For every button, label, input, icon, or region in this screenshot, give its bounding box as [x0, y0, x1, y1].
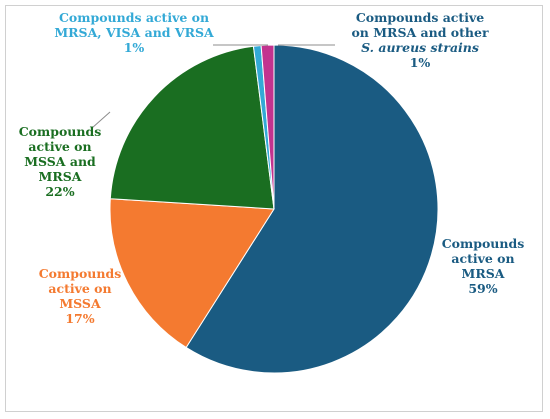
slice-label-line: MRSA, VISA and VRSA [54, 25, 214, 40]
slice-label-line: on MRSA and other [351, 25, 489, 40]
slice-label-line: 17% [65, 311, 95, 326]
slice-label-line: MRSA [38, 169, 82, 184]
slice-label-line: 1% [123, 40, 145, 55]
slice-label-line: 22% [45, 184, 75, 199]
slice-label-italic: S. aureus strains [361, 40, 479, 55]
slice-label-line: Compounds [18, 124, 102, 139]
slice-label-other-s-aureus: Compounds active on MRSA and other S. au… [340, 10, 500, 70]
slice-label-line: Compounds active [355, 10, 485, 25]
slice-label-line: 59% [468, 281, 498, 296]
slice-label-mssa: Compounds active on MSSA 17% [25, 266, 135, 326]
slice-mssa-and-mrsa [109, 45, 275, 210]
slice-mrsa [185, 44, 439, 374]
slice-label-line: active on [48, 281, 112, 296]
slice-label-line: MSSA and [24, 154, 96, 169]
slice-label-line: S. aureus strains [340, 40, 500, 55]
slice-label-line: Compounds [38, 266, 122, 281]
slice-label-mrsa-visa-vrsa: Compounds active on MRSA, VISA and VRSA … [44, 10, 224, 55]
slice-label-line: 1% [409, 55, 431, 70]
slice-label-line: MSSA [59, 296, 101, 311]
slice-label-line: Compounds active on [58, 10, 210, 25]
slice-label-mrsa: Compounds active on MRSA 59% [428, 236, 538, 296]
slice-label-line: active on [28, 139, 92, 154]
slice-label-mssa-and-mrsa: Compounds active on MSSA and MRSA 22% [14, 124, 106, 199]
leader-line-mssa-and-mrsa [91, 111, 111, 129]
slice-mssa [109, 198, 275, 349]
slice-label-line: Compounds [441, 236, 525, 251]
slice-label-line: MRSA [461, 266, 505, 281]
slice-label-line: active on [451, 251, 515, 266]
